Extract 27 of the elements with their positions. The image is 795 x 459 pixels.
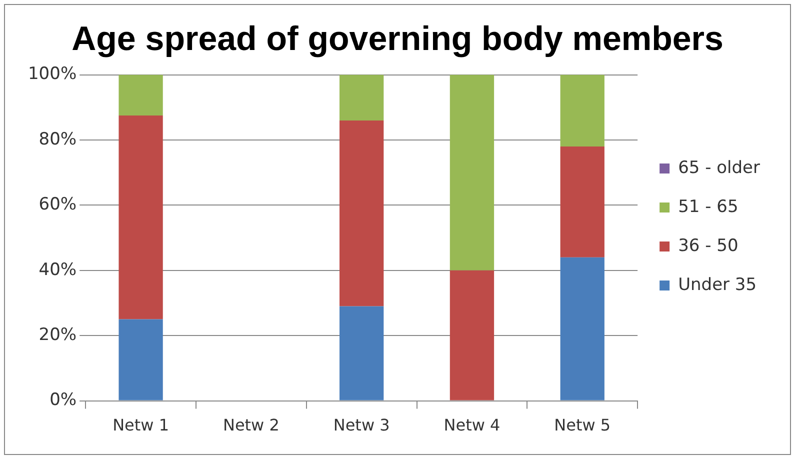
y-tick-label: 20%	[38, 325, 77, 346]
y-tick-label: 40%	[38, 260, 77, 280]
x-tick-label: Netw 3	[333, 416, 390, 435]
bar	[560, 257, 604, 400]
bar	[560, 74, 604, 147]
legend-label: 36 - 50	[678, 236, 738, 256]
x-tick-label: Netw 2	[222, 416, 280, 435]
bar	[560, 146, 604, 258]
bar	[450, 270, 494, 400]
x-tick-label: Netw 5	[554, 416, 611, 435]
legend-label: 65 - older	[678, 158, 760, 178]
legend-label: 51 - 65	[678, 196, 738, 217]
bar	[118, 74, 163, 116]
chart-title: Age spread of governing body members	[72, 20, 724, 58]
y-tick-label: 80%	[38, 129, 77, 150]
bar	[450, 74, 494, 270]
bar	[340, 120, 384, 306]
x-tick-label: Netw 4	[444, 416, 500, 435]
bar	[118, 319, 163, 400]
bar	[340, 306, 384, 400]
y-tick-label: 0%	[50, 390, 77, 410]
bar	[118, 116, 163, 320]
bar	[340, 74, 384, 120]
y-tick-label: 60%	[38, 194, 77, 215]
legend-label: Under 35	[678, 274, 757, 295]
y-tick-label: 100%	[28, 64, 77, 84]
x-tick-label: Netw 1	[112, 416, 170, 435]
